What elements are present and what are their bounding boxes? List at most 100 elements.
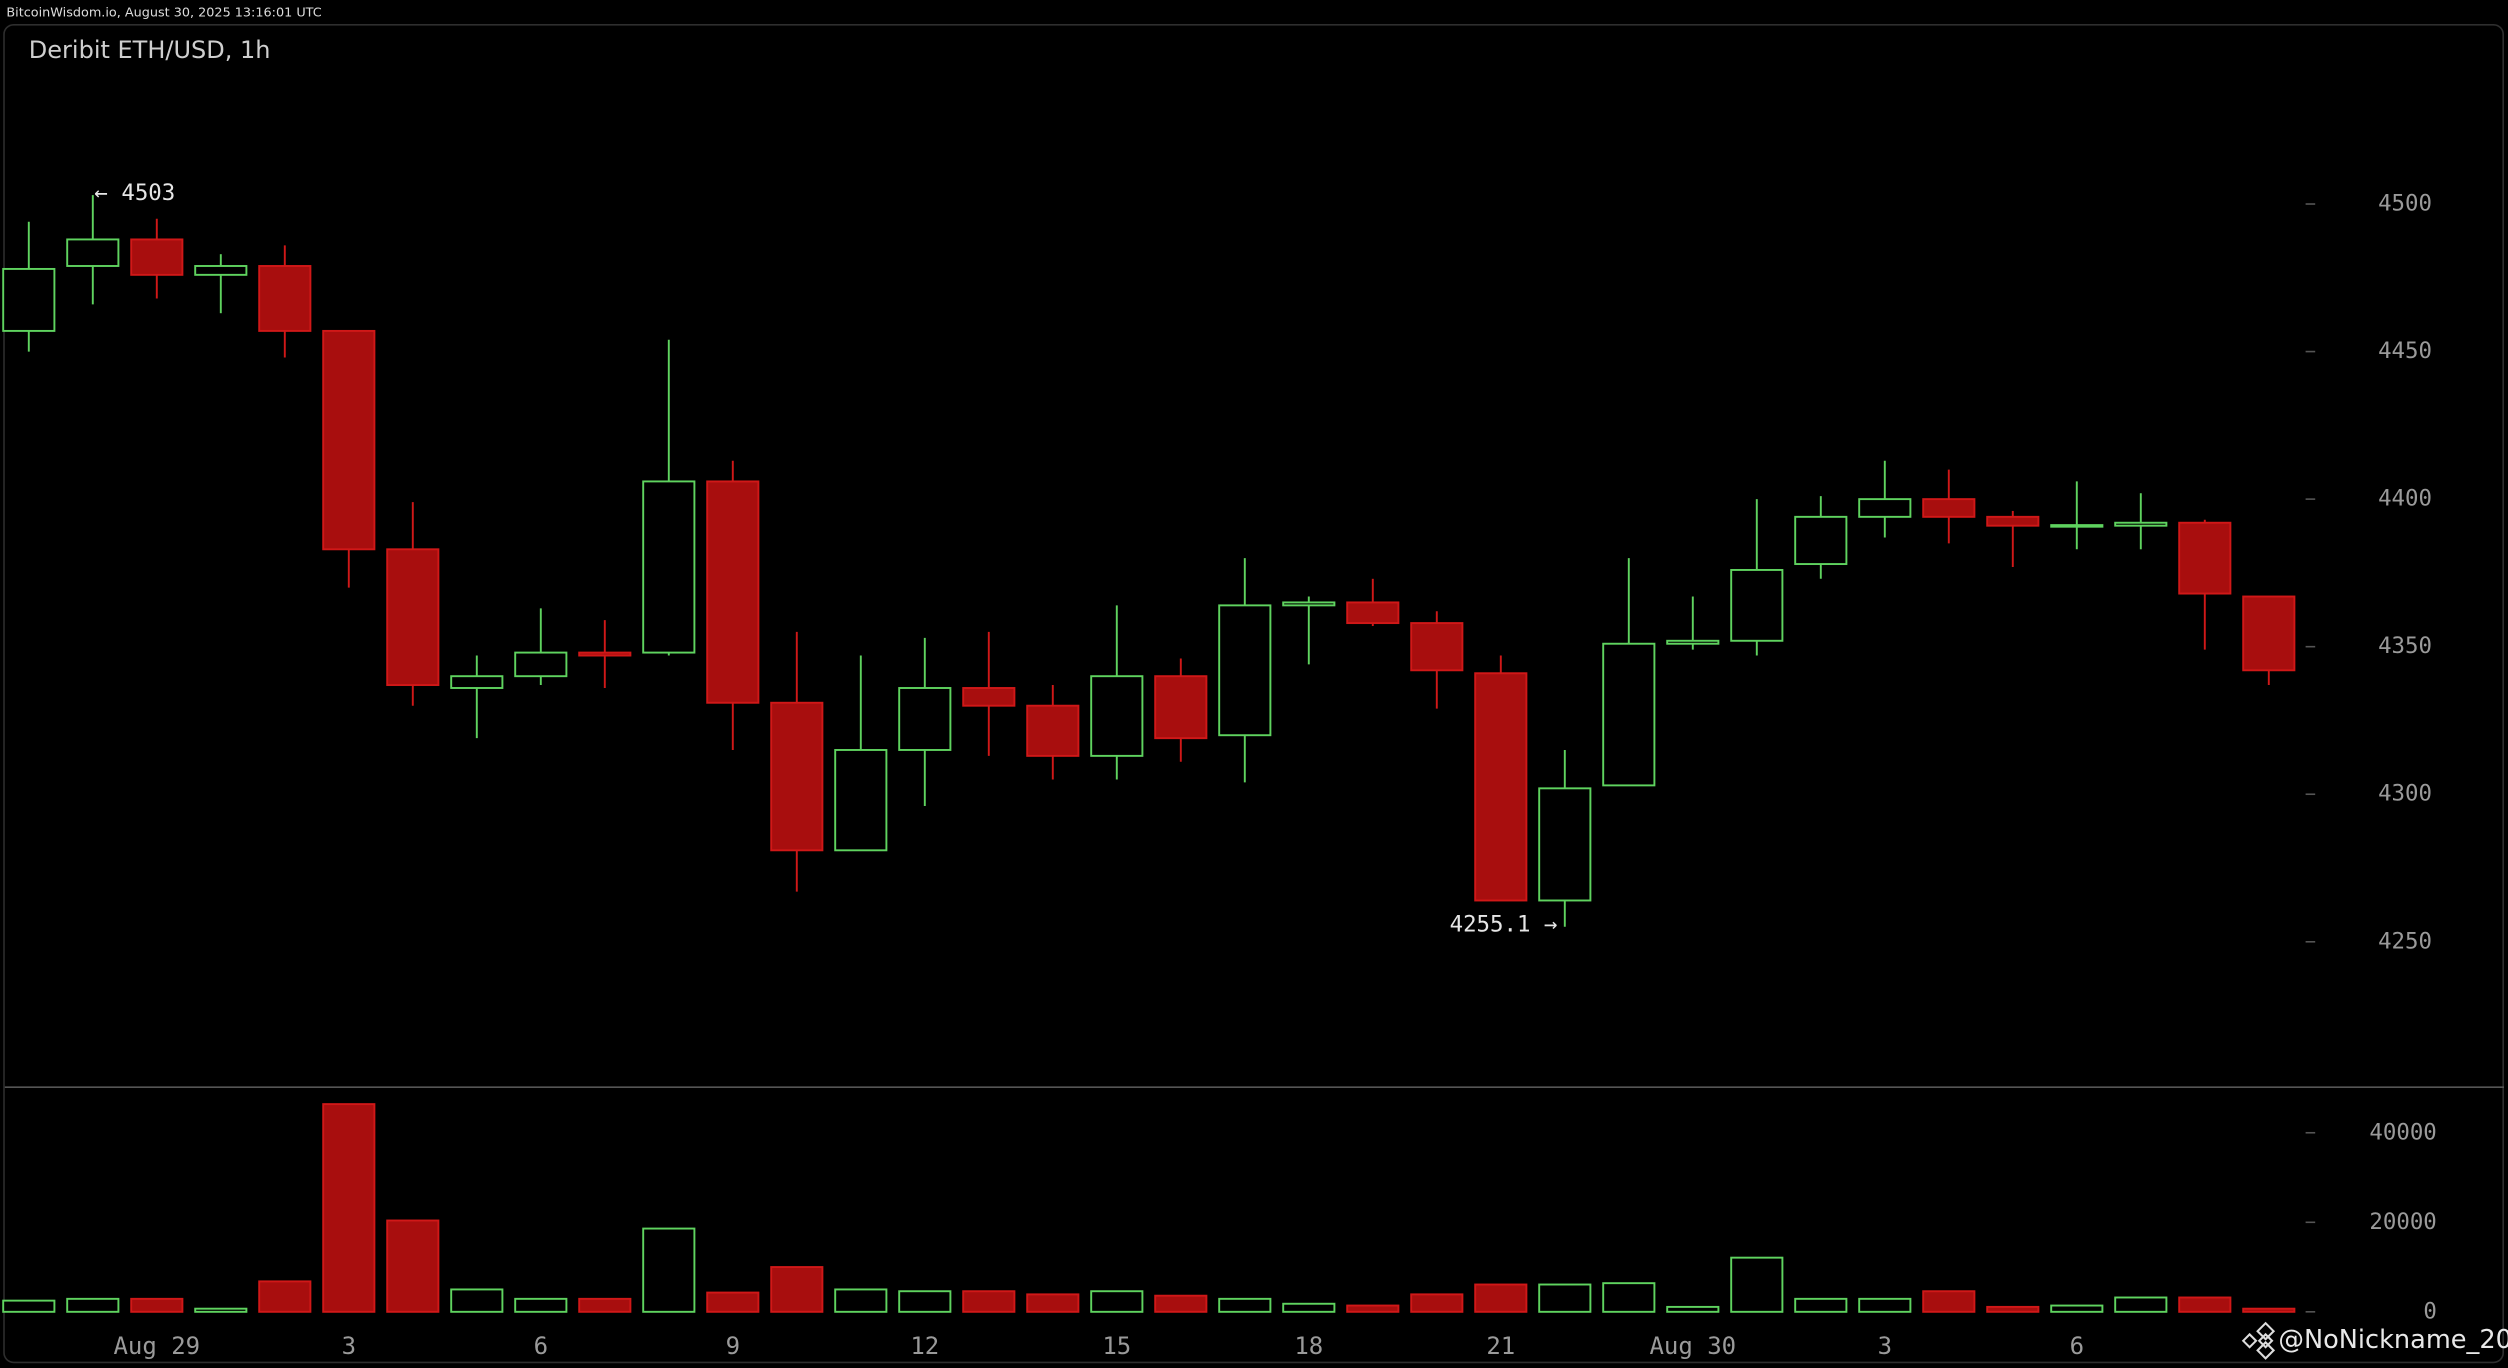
y2-tick-label: 40000: [2369, 1119, 2436, 1145]
candle-body: [1154, 675, 1208, 740]
chart-title: Deribit ETH/USD, 1h: [29, 36, 271, 64]
volume-bar: [514, 1297, 568, 1313]
candle-body: [1410, 622, 1464, 672]
high-annotation: ← 4503: [94, 180, 175, 206]
candle-body: [1922, 498, 1976, 518]
y-tick-label: 4250: [2378, 928, 2432, 954]
volume-bar: [770, 1266, 824, 1313]
volume-bar: [322, 1103, 376, 1313]
x-tick-label: 9: [726, 1332, 740, 1360]
x-tick-label: 18: [1294, 1332, 1323, 1360]
volume-bar: [258, 1280, 312, 1313]
x-tick-label: 3: [1878, 1332, 1892, 1360]
x-tick-label: 15: [1102, 1332, 1131, 1360]
candle-body: [386, 548, 440, 687]
candle-body: [1666, 639, 1720, 645]
y-tick-label: 4350: [2378, 633, 2432, 659]
y2-tick-label: 20000: [2369, 1209, 2436, 1235]
candle-body: [450, 675, 504, 689]
volume-bar: [834, 1288, 888, 1313]
volume-bar: [1474, 1283, 1528, 1313]
candle-body: [2114, 521, 2168, 527]
volume-bar: [1666, 1305, 1720, 1313]
volume-bar: [1986, 1305, 2040, 1313]
volume-bar: [2242, 1307, 2296, 1313]
candle-body: [770, 701, 824, 852]
volume-bar: [1602, 1282, 1656, 1313]
y2-tick-label: 0: [2423, 1298, 2436, 1324]
volume-bar: [2050, 1304, 2104, 1313]
x-tick-label: 21: [1486, 1332, 1515, 1360]
volume-bar: [962, 1290, 1016, 1313]
volume-bar: [578, 1297, 632, 1313]
volume-bar: [1538, 1283, 1592, 1313]
candle-body: [642, 480, 696, 654]
candle-body: [1474, 672, 1528, 902]
candle-body: [514, 651, 568, 678]
volume-bar: [1794, 1297, 1848, 1313]
candle-body: [1730, 568, 1784, 642]
volume-bar: [1154, 1294, 1208, 1313]
candle-body: [66, 238, 120, 267]
candle-body: [706, 480, 760, 704]
x-tick-label: 6: [2070, 1332, 2084, 1360]
candle-body: [2178, 521, 2232, 595]
volume-bar: [1730, 1256, 1784, 1313]
volume-bar: [2, 1299, 56, 1313]
candle-body: [2, 267, 56, 332]
candle-body: [1602, 642, 1656, 787]
candle-body: [898, 687, 952, 751]
watermark: @NoNickname_2025: [2241, 1321, 2508, 1360]
volume-bar: [1922, 1290, 1976, 1313]
candle-body: [258, 265, 312, 332]
y-tick-label: 4500: [2378, 191, 2432, 217]
volume-bar: [1858, 1297, 1912, 1313]
volume-bar: [898, 1290, 952, 1313]
volume-bar: [386, 1219, 440, 1313]
candle-body: [1026, 704, 1080, 757]
volume-bar: [642, 1227, 696, 1313]
candle-body: [962, 687, 1016, 707]
candle-body: [2242, 595, 2296, 672]
candle-body: [1858, 498, 1912, 518]
volume-bar: [66, 1297, 120, 1313]
y-tick-label: 4300: [2378, 781, 2432, 807]
volume-bar: [1410, 1293, 1464, 1313]
volume-bar: [1346, 1304, 1400, 1313]
y-tick-label: 4450: [2378, 338, 2432, 364]
header: BitcoinWisdom.io, August 30, 2025 13:16:…: [6, 5, 321, 20]
low-annotation: 4255.1 →: [1450, 911, 1558, 937]
x-tick-label: Aug 29: [113, 1332, 200, 1360]
volume-bar: [1282, 1302, 1336, 1313]
volume-bar: [194, 1307, 248, 1313]
candle-body: [1282, 601, 1336, 607]
y-tick-label: 4400: [2378, 486, 2432, 512]
watermark-text: @NoNickname_2025: [2278, 1325, 2508, 1355]
volume-bar: [706, 1291, 760, 1313]
candle-body: [322, 329, 376, 551]
candle-body: [2050, 524, 2104, 528]
x-tick-label: 3: [342, 1332, 356, 1360]
watermark-icon: [2241, 1321, 2276, 1360]
candle-body: [1090, 675, 1144, 757]
volume-bar: [450, 1288, 504, 1313]
candle-body: [578, 651, 632, 657]
candle-body: [834, 749, 888, 852]
volume-bar: [1026, 1293, 1080, 1313]
x-tick-label: Aug 30: [1649, 1332, 1736, 1360]
volume-bar: [2114, 1296, 2168, 1313]
candle-body: [1538, 787, 1592, 902]
candle-body: [1794, 515, 1848, 566]
volume-bar: [1218, 1297, 1272, 1313]
x-tick-label: 6: [534, 1332, 548, 1360]
candle-body: [194, 265, 248, 276]
volume-bar: [1090, 1290, 1144, 1313]
x-tick-label: 12: [910, 1332, 939, 1360]
candle-body: [1986, 515, 2040, 527]
volume-bar: [130, 1297, 184, 1313]
candle-body: [130, 238, 184, 276]
candle-body: [1346, 601, 1400, 625]
candle-body: [1218, 604, 1272, 737]
